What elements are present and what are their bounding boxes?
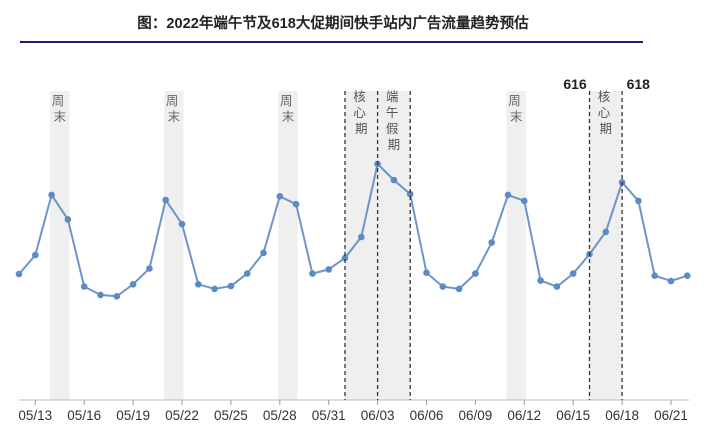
svg-text:06/15: 06/15 — [556, 408, 590, 423]
svg-text:06/03: 06/03 — [361, 408, 395, 423]
svg-text:06/12: 06/12 — [507, 408, 541, 423]
svg-text:05/31: 05/31 — [312, 408, 346, 423]
svg-text:05/19: 05/19 — [116, 408, 150, 423]
svg-text:05/25: 05/25 — [214, 408, 248, 423]
svg-text:616: 616 — [563, 76, 587, 92]
svg-text:06/18: 06/18 — [605, 408, 639, 423]
svg-text:06/09: 06/09 — [459, 408, 493, 423]
svg-text:06/21: 06/21 — [654, 408, 688, 423]
svg-text:05/16: 05/16 — [67, 408, 101, 423]
svg-text:05/28: 05/28 — [263, 408, 297, 423]
svg-text:06/06: 06/06 — [410, 408, 444, 423]
svg-text:05/22: 05/22 — [165, 408, 199, 423]
svg-text:05/13: 05/13 — [18, 408, 52, 423]
svg-text:核 心 期: 核 心 期 — [598, 90, 614, 136]
svg-text:核 心 期: 核 心 期 — [353, 90, 369, 136]
svg-text:618: 618 — [627, 76, 651, 92]
